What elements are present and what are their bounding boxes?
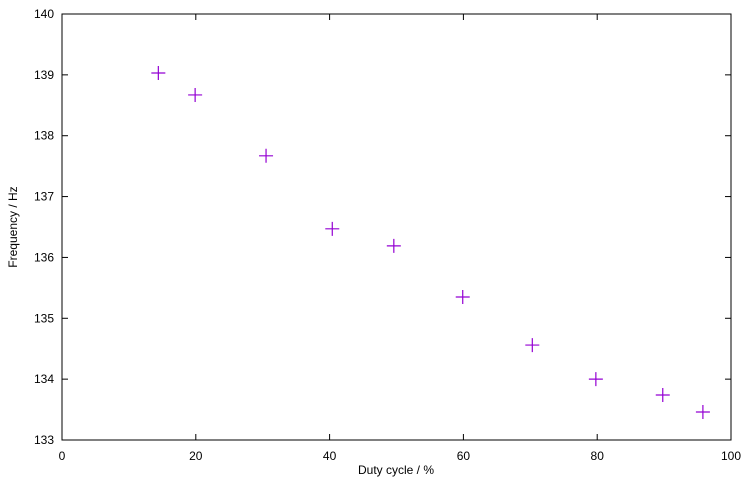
x-axis-label: Duty cycle / % bbox=[358, 463, 434, 477]
point bbox=[325, 221, 340, 236]
y-tick-label: 134 bbox=[34, 372, 54, 386]
x-tick-label: 40 bbox=[323, 449, 337, 463]
point bbox=[188, 87, 203, 102]
y-tick-label: 138 bbox=[34, 129, 54, 143]
point bbox=[386, 238, 401, 253]
point bbox=[655, 387, 670, 402]
x-tick-label: 60 bbox=[457, 449, 471, 463]
point bbox=[695, 405, 710, 420]
point bbox=[455, 289, 470, 304]
y-tick-label: 137 bbox=[34, 190, 54, 204]
x-tick-label: 100 bbox=[721, 449, 741, 463]
point bbox=[588, 372, 603, 387]
y-tick-label: 136 bbox=[34, 250, 54, 264]
y-tick-label: 135 bbox=[34, 311, 54, 325]
point bbox=[151, 66, 166, 81]
y-tick-label: 140 bbox=[34, 7, 54, 21]
y-axis-label: Frequency / Hz bbox=[6, 186, 20, 267]
x-tick-label: 0 bbox=[59, 449, 66, 463]
plot-frame bbox=[61, 13, 732, 441]
y-tick-label: 139 bbox=[34, 68, 54, 82]
point bbox=[259, 148, 274, 163]
y-tick-label: 133 bbox=[34, 433, 54, 447]
x-tick-label: 20 bbox=[189, 449, 203, 463]
point bbox=[525, 338, 540, 353]
x-tick-label: 80 bbox=[591, 449, 605, 463]
